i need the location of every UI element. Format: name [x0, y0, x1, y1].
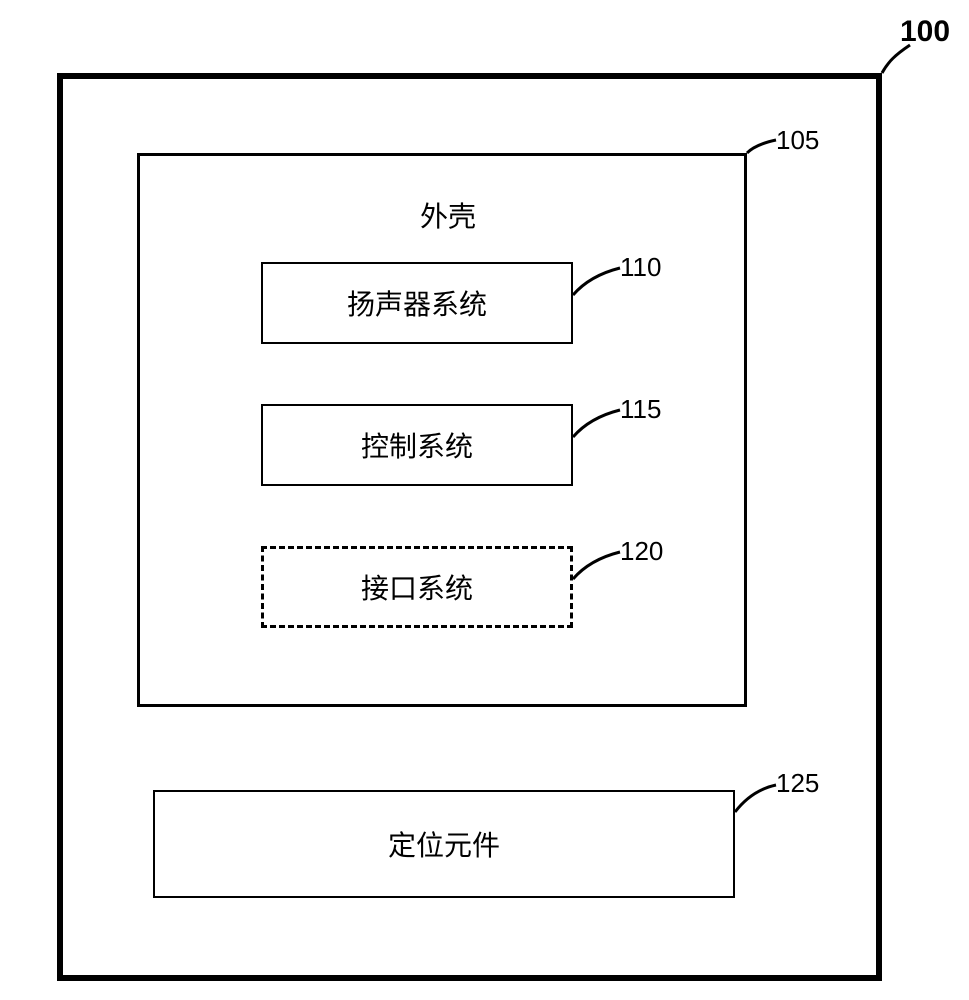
- ref-115: 115: [620, 394, 661, 425]
- ref-110: 110: [620, 252, 661, 283]
- housing-title: 外壳: [420, 195, 476, 235]
- positioning-element-box: 定位元件: [153, 790, 735, 898]
- control-system-box: 控制系统: [261, 404, 573, 486]
- speaker-system-box: 扬声器系统: [261, 262, 573, 344]
- interface-system-box: 接口系统: [261, 546, 573, 628]
- ref-105: 105: [776, 125, 819, 156]
- control-system-label: 控制系统: [361, 425, 473, 465]
- ref-120: 120: [620, 536, 663, 567]
- interface-system-label: 接口系统: [361, 567, 473, 607]
- ref-125: 125: [776, 768, 819, 799]
- ref-100: 100: [900, 15, 950, 49]
- positioning-element-label: 定位元件: [388, 824, 500, 864]
- diagram-stage: 外壳 扬声器系统 控制系统 接口系统 定位元件 100 105 110 115 …: [0, 0, 969, 1000]
- speaker-system-label: 扬声器系统: [347, 283, 487, 323]
